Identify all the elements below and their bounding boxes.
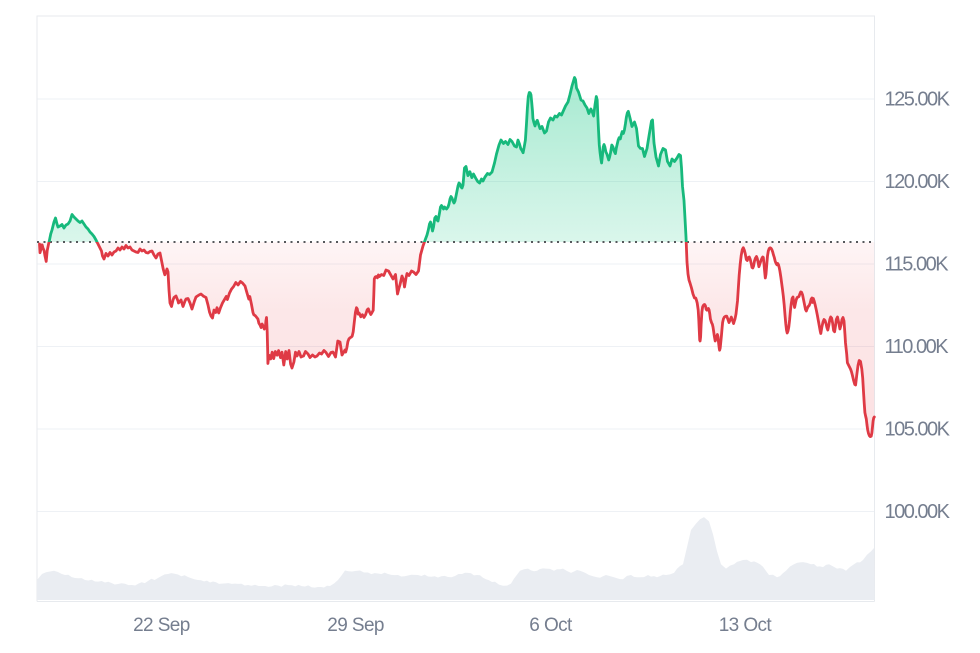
svg-text:115.00K: 115.00K (885, 254, 950, 276)
svg-text:6 Oct: 6 Oct (529, 615, 573, 636)
svg-text:125.00K: 125.00K (885, 89, 951, 111)
svg-text:110.00K: 110.00K (885, 336, 950, 358)
svg-text:100.00K: 100.00K (885, 501, 951, 523)
svg-text:120.00K: 120.00K (885, 171, 951, 193)
svg-text:29 Sep: 29 Sep (327, 615, 384, 636)
svg-text:22 Sep: 22 Sep (133, 615, 190, 636)
svg-text:105.00K: 105.00K (885, 419, 951, 441)
svg-text:13 Oct: 13 Oct (719, 615, 773, 636)
